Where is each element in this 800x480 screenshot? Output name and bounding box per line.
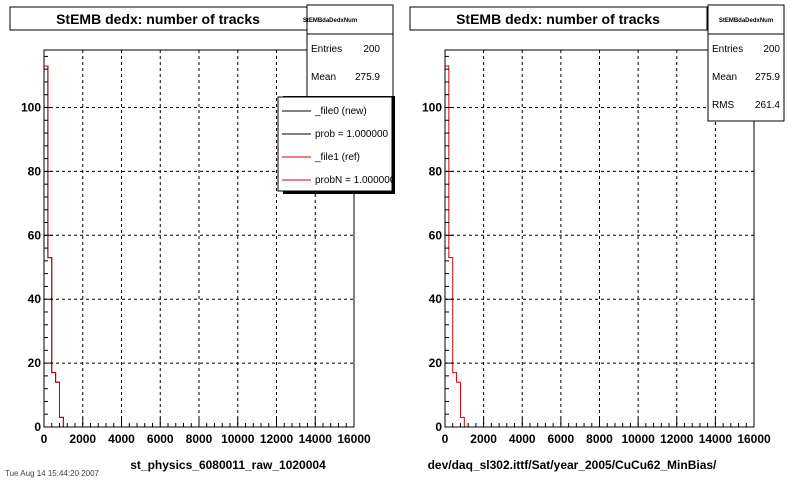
y-tick-label: 60 (429, 228, 443, 242)
y-tick-label: 20 (429, 356, 443, 370)
x-tick-label: 10000 (621, 432, 655, 446)
stats-label: Mean (712, 72, 737, 83)
x-tick-label: 6000 (548, 432, 575, 446)
legend-label: _file1 (ref) (314, 152, 360, 163)
stats-value: 261.4 (755, 100, 780, 111)
x-tick-label: 4000 (509, 432, 536, 446)
y-tick-label: 80 (28, 164, 42, 178)
y-tick-label: 100 (422, 101, 442, 115)
legend-label: probN = 1.000000 (315, 175, 396, 186)
plot-area: 0 2000 4000 6000 8000 10000 12000 14000 16000 0 20… (422, 49, 771, 446)
x-tick-label: 0 (41, 432, 48, 446)
x-tick-label: 0 (442, 432, 449, 446)
x-tick-label: 6000 (147, 432, 174, 446)
stats-value: 200 (763, 44, 780, 55)
x-tick-label: 4000 (108, 432, 135, 446)
stats-value: 275.9 (355, 72, 380, 83)
stats-label: RMS (712, 100, 735, 111)
x-tick-label: 14000 (699, 432, 733, 446)
x-tick-label: 16000 (737, 432, 771, 446)
chart-title: StEMB dedx: number of tracks (56, 11, 260, 27)
x-tick-label: 14000 (299, 432, 333, 446)
y-tick-label: 0 (435, 420, 442, 434)
stats-name: StEMBdaDedxNum (303, 18, 357, 24)
x-tick-label: 8000 (586, 432, 613, 446)
x-axis-label: dev/daq_sl302.ittf/Sat/year_2005/CuCu62_… (428, 458, 717, 472)
legend-label: _file0 (new) (314, 106, 367, 117)
stats-box-right: StEMBdaDedxNum Entries 200 Mean 275.9 RM… (707, 4, 785, 122)
x-tick-label: 12000 (260, 432, 294, 446)
y-tick-label: 20 (28, 356, 42, 370)
y-tick-label: 40 (429, 292, 443, 306)
x-tick-label: 12000 (660, 432, 694, 446)
stats-value: 275.9 (755, 72, 780, 83)
stats-label: Entries (311, 44, 342, 55)
footer-timestamp: Tue Aug 14 15:44:20 2007 (5, 469, 100, 478)
x-tick-label: 2000 (470, 432, 497, 446)
x-tick-label: 16000 (337, 432, 371, 446)
x-tick-label: 2000 (69, 432, 96, 446)
x-axis-label: st_physics_6080011_raw_1020004 (130, 458, 326, 472)
chart-title: StEMB dedx: number of tracks (456, 11, 660, 27)
stats-label: Mean (311, 72, 336, 83)
title-box (409, 6, 708, 31)
legend-box: _file0 (new) prob = 1.000000 _file1 (ref… (277, 96, 396, 194)
y-tick-label: 40 (28, 292, 42, 306)
legend-label: prob = 1.000000 (315, 129, 389, 140)
x-tick-label: 8000 (186, 432, 213, 446)
stats-label: Entries (712, 44, 743, 55)
stats-name: StEMBdaDedxNum (719, 18, 773, 24)
y-tick-label: 100 (21, 101, 41, 115)
y-tick-label: 0 (34, 420, 41, 434)
right-panel: StEMB dedx: number of tracks 0 2000 4000 60… (409, 6, 771, 472)
y-tick-label: 60 (28, 228, 42, 242)
y-tick-label: 80 (429, 164, 443, 178)
stats-value: 200 (363, 44, 380, 55)
x-tick-label: 10000 (221, 432, 255, 446)
